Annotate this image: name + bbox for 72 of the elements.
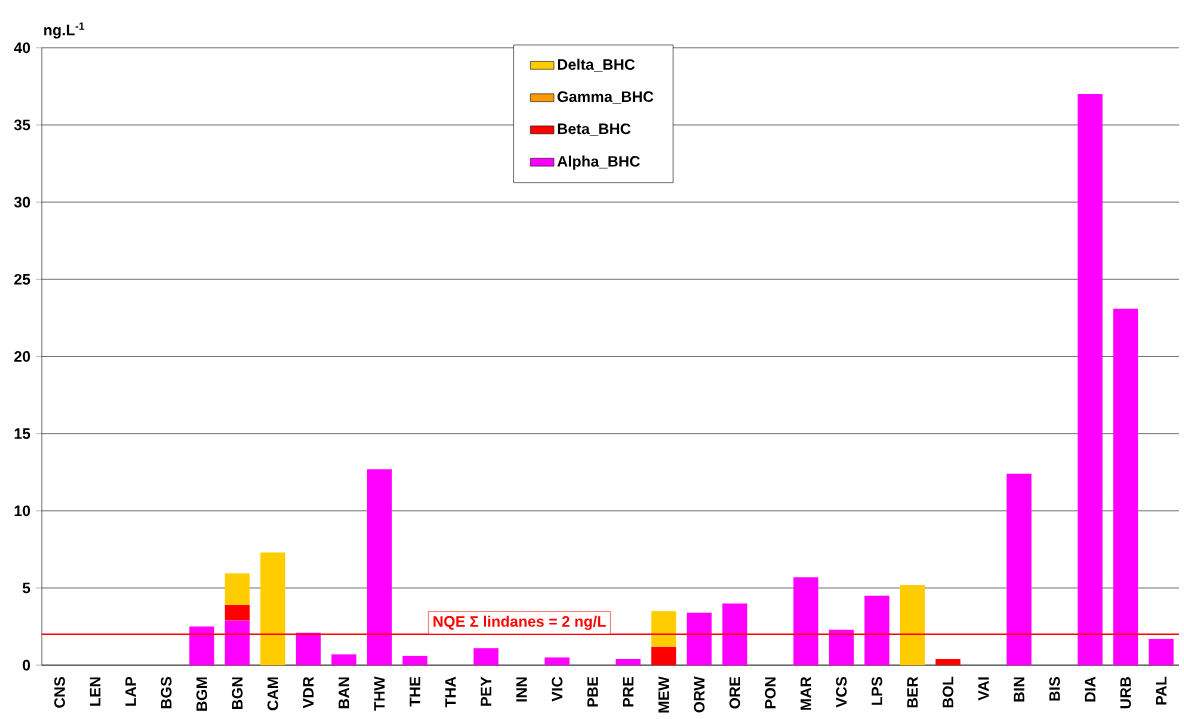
x-tick-label: LEN bbox=[89, 677, 101, 706]
bar bbox=[864, 595, 890, 666]
legend-label: Gamma_BHC bbox=[557, 91, 654, 104]
bar bbox=[615, 659, 641, 666]
y-tick-label: 40 bbox=[13, 42, 30, 54]
x-tick-label: BIS bbox=[1049, 677, 1060, 701]
bar bbox=[1113, 308, 1139, 666]
x-tick-label: BGM bbox=[196, 677, 208, 711]
x-tick-label: THW bbox=[374, 676, 385, 711]
x-tick-label: LAP bbox=[125, 676, 136, 706]
bar bbox=[224, 604, 250, 621]
bar bbox=[544, 657, 570, 666]
x-tick-label: VIC bbox=[551, 676, 563, 702]
y-tick-label: 20 bbox=[14, 351, 30, 362]
x-tick-label: MAR bbox=[800, 676, 812, 710]
bar bbox=[1148, 638, 1174, 666]
bar bbox=[722, 603, 748, 666]
x-tick-label: BIN bbox=[1013, 677, 1025, 702]
bar bbox=[295, 632, 321, 666]
bar bbox=[651, 646, 677, 666]
legend-label: Delta_BHC bbox=[557, 58, 635, 72]
x-tick-label: PBE bbox=[587, 677, 598, 707]
bar bbox=[224, 620, 250, 666]
ref-line-label: NQE Σ lindanes = 2 ng/L bbox=[433, 615, 606, 630]
x-tick-label: VAI bbox=[978, 677, 989, 701]
y-tick-label: 35 bbox=[14, 119, 31, 131]
y-tick-label: 25 bbox=[14, 273, 31, 285]
y-tick-label: 30 bbox=[14, 196, 30, 208]
bar bbox=[900, 584, 925, 666]
bar bbox=[366, 469, 392, 666]
y-tick-label: 5 bbox=[22, 582, 31, 594]
x-tick-label: THE bbox=[409, 676, 421, 707]
x-tick-label: PAL bbox=[1155, 676, 1167, 705]
bar bbox=[260, 552, 286, 666]
bar bbox=[1006, 473, 1032, 666]
x-tick-label: PRE bbox=[622, 677, 634, 707]
y-tick-label: 10 bbox=[14, 505, 30, 517]
x-tick-label: DIA bbox=[1084, 676, 1096, 702]
x-tick-label: INN bbox=[516, 677, 527, 702]
x-tick-label: LPS bbox=[871, 676, 883, 705]
x-tick-label: ORW bbox=[693, 676, 705, 713]
bar bbox=[331, 654, 357, 666]
x-tick-label: BAN bbox=[338, 677, 350, 709]
x-tick-label: VDR bbox=[303, 676, 314, 709]
x-tick-label: PON bbox=[764, 677, 776, 709]
legend-label: Alpha_BHC bbox=[557, 155, 640, 170]
legend-label: Beta_BHC bbox=[557, 123, 631, 136]
bar bbox=[686, 612, 712, 666]
bar bbox=[793, 577, 819, 666]
x-tick-label: ORE bbox=[729, 676, 741, 709]
bar bbox=[651, 611, 677, 647]
bar bbox=[224, 573, 250, 605]
x-tick-label: BER bbox=[907, 676, 918, 708]
y-tick-label: 15 bbox=[14, 428, 31, 439]
y-tick-label: 0 bbox=[22, 659, 30, 671]
y-axis-title: ng.L$^{-1}$ bbox=[44, 22, 85, 39]
bar bbox=[402, 655, 428, 666]
x-tick-label: MEW bbox=[658, 676, 669, 713]
x-tick-label: VCS bbox=[836, 677, 847, 708]
x-tick-label: BGS bbox=[160, 676, 172, 709]
bar bbox=[189, 626, 215, 666]
x-tick-label: CAM bbox=[267, 677, 279, 711]
x-tick-label: PEY bbox=[480, 676, 492, 706]
x-tick-label: BOL bbox=[942, 676, 954, 708]
x-tick-label: BGN bbox=[231, 677, 243, 710]
bar bbox=[1077, 94, 1103, 666]
x-tick-label: URB bbox=[1120, 677, 1131, 709]
bar bbox=[828, 629, 854, 666]
bar bbox=[473, 648, 499, 666]
x-tick-label: CNS bbox=[54, 677, 65, 708]
bar bbox=[935, 659, 961, 666]
x-tick-label: THA bbox=[445, 676, 456, 708]
